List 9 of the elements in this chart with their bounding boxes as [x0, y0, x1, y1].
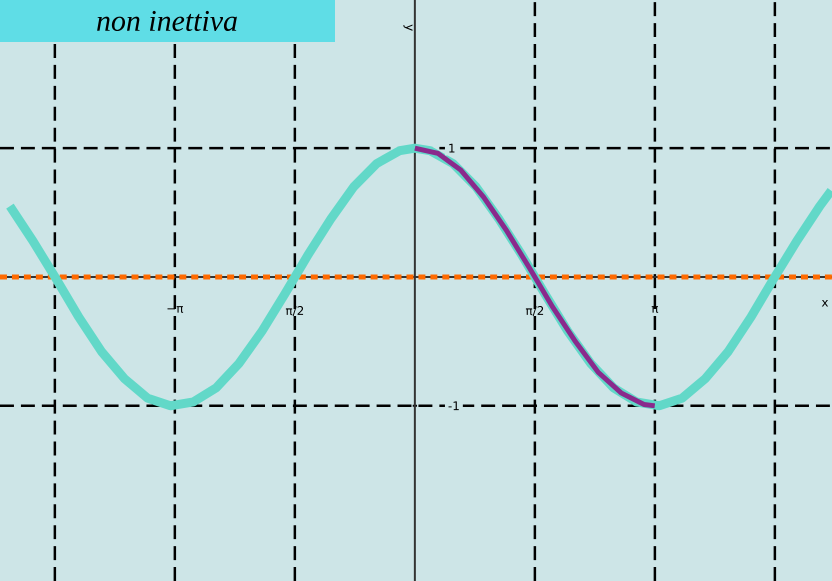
y-tick-label: -1: [448, 401, 459, 410]
y-axis-title: y: [403, 24, 412, 31]
x-tick-label: −π: [167, 306, 184, 313]
x-tick-label: π/2: [526, 306, 544, 316]
x-axis-title: x: [822, 300, 828, 307]
y-tick-label: 1: [449, 144, 454, 152]
x-tick-label: π/2: [286, 306, 304, 316]
line-series: [412, 146, 658, 408]
chart-title: non inettiva: [97, 10, 237, 32]
